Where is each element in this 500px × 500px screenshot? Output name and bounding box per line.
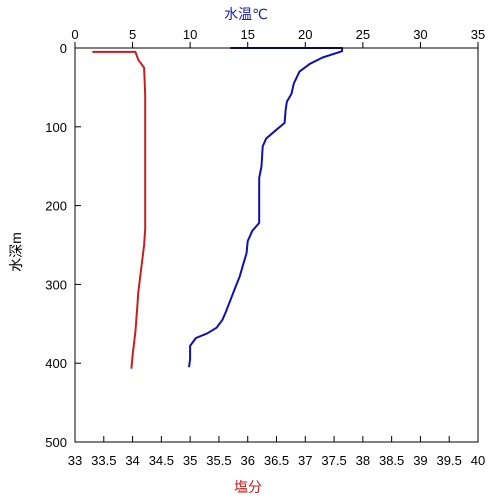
tick-layer: 0 5 10 15 20 25 30 35 33 33.5 34 34.5 35 35.5 36 36.5 37… <box>45 27 485 468</box>
y-tick-label: 500 <box>45 435 67 450</box>
bottom-tick-label: 33.5 <box>91 453 116 468</box>
temperature-profile-line <box>188 47 344 368</box>
top-tick-label: 25 <box>356 27 370 42</box>
salinity-profile-line <box>92 50 147 369</box>
bottom-tick-label: 40 <box>471 453 485 468</box>
y-tick-label: 100 <box>45 120 67 135</box>
bottom-tick-label: 35.5 <box>206 453 231 468</box>
top-axis-title: 水温℃ <box>224 6 268 22</box>
top-tick-label: 0 <box>71 27 78 42</box>
bottom-tick-label: 34 <box>125 453 139 468</box>
bottom-tick-label: 39.5 <box>437 453 462 468</box>
bottom-tick-label: 33 <box>68 453 82 468</box>
bottom-tick-label: 34.5 <box>149 453 174 468</box>
y-tick-label: 0 <box>60 41 67 56</box>
bottom-tick-label: 38 <box>356 453 370 468</box>
bottom-tick-label: 35 <box>183 453 197 468</box>
top-tick-label: 10 <box>183 27 197 42</box>
top-tick-label: 15 <box>240 27 254 42</box>
top-tick-label: 35 <box>471 27 485 42</box>
top-tick-label: 5 <box>129 27 136 42</box>
bottom-axis-title: 塩分 <box>234 479 262 495</box>
bottom-tick-label: 39 <box>413 453 427 468</box>
top-tick-label: 30 <box>413 27 427 42</box>
bottom-tick-label: 36 <box>240 453 254 468</box>
bottom-tick-label: 37.5 <box>321 453 346 468</box>
y-axis-title: 水深m <box>8 232 24 272</box>
bottom-tick-label: 38.5 <box>379 453 404 468</box>
y-tick-label: 400 <box>45 356 67 371</box>
series-layer <box>92 47 344 369</box>
y-tick-label: 200 <box>45 199 67 214</box>
bottom-tick-label: 37 <box>298 453 312 468</box>
y-tick-label: 300 <box>45 277 67 292</box>
bottom-tick-label: 36.5 <box>264 453 289 468</box>
top-tick-label: 20 <box>298 27 312 42</box>
